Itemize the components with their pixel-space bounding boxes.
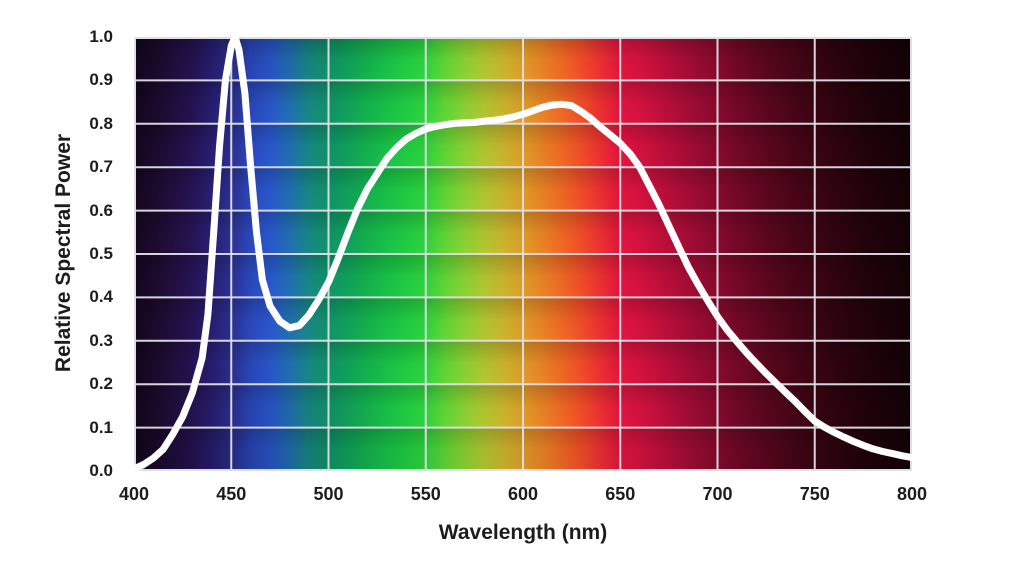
x-axis-title: Wavelength (nm)	[438, 521, 608, 544]
x-tick-label: 700	[702, 484, 733, 504]
plot-border	[134, 37, 912, 471]
y-tick-label: 0.3	[89, 330, 113, 350]
y-tick-label: 0.9	[89, 70, 113, 90]
x-tick-label: 500	[313, 484, 344, 504]
y-tick-label: 0.5	[89, 244, 113, 263]
spectrum-curve	[134, 37, 912, 471]
y-tick-label: 0.2	[89, 374, 113, 394]
x-tick-label: 800	[896, 484, 928, 504]
y-tick-label: 0.0	[89, 461, 113, 480]
x-tick-label: 450	[216, 484, 247, 504]
y-tick-label: 0.7	[89, 157, 113, 177]
y-tick-label: 0.6	[89, 200, 113, 220]
chart-svg	[134, 37, 912, 471]
y-tick-label: 1.0	[89, 27, 113, 46]
x-tick-label: 600	[507, 484, 539, 504]
x-tick-label: 750	[799, 484, 830, 504]
plot-area	[134, 37, 912, 471]
y-tick-label: 0.4	[89, 287, 113, 307]
y-tick-label: 0.8	[89, 113, 113, 133]
x-tick-label: 400	[118, 484, 150, 504]
x-tick-label: 550	[410, 484, 441, 504]
x-tick-label: 650	[605, 484, 636, 504]
y-tick-label: 0.1	[89, 417, 113, 437]
